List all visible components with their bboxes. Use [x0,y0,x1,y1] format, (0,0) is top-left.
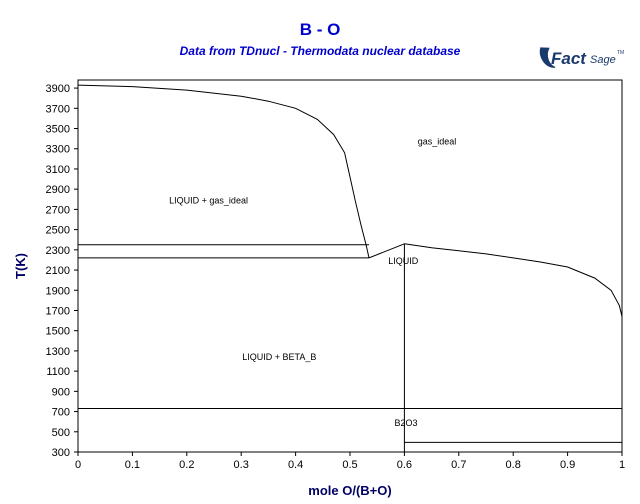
phase-boundary-line [368,243,405,259]
x-tick-label: 0.3 [234,459,249,471]
y-tick-label: 1900 [46,285,70,297]
y-tick-label: 1500 [46,326,70,338]
phase-label: LIQUID + gas_ideal [169,195,248,205]
x-tick-label: 0.5 [342,459,357,471]
chart-subtitle: Data from TDnucl - Thermodata nuclear da… [179,44,461,58]
y-tick-label: 3700 [46,103,70,115]
x-tick-label: 0.1 [125,459,140,471]
y-tick-label: 1700 [46,305,70,317]
y-tick-label: 2700 [46,204,70,216]
x-tick-label: 0.7 [451,459,466,471]
lines-layer [77,84,623,452]
chart-title: B - O [299,20,341,39]
y-tick-label: 2500 [46,225,70,237]
x-tick-label: 0.2 [179,459,194,471]
y-tick-label: 3100 [46,164,70,176]
phase-label: LIQUID + BETA_B [242,352,316,362]
plot-frame [77,79,623,453]
y-tick-label: 3900 [46,83,70,95]
y-tick-label: 700 [52,407,70,419]
phase-label: LIQUID [388,256,419,266]
x-tick-label: 1 [619,459,625,471]
y-tick-label: 2300 [46,245,70,257]
annotations-layer: gas_ideal LIQUID + gas_ideal LIQUID LIQUID … [169,137,456,429]
y-axis-label: T(K) [13,253,28,279]
phase-boundary-line [404,243,623,317]
y-tick-label: 500 [52,427,70,439]
ticks-layer: 0 0.1 0.2 0.3 0.4 0.5 0.6 0.7 0.8 0.9 130050070090… [46,83,626,471]
x-tick-label: 0.9 [560,459,575,471]
y-tick-label: 1300 [46,346,70,358]
x-tick-label: 0 [75,459,81,471]
logo-swirl-icon [539,47,556,68]
y-tick-label: 300 [52,447,70,459]
x-tick-label: 0.4 [288,459,303,471]
y-tick-label: 1100 [46,366,70,378]
y-tick-label: 3300 [46,144,70,156]
factsage-logo: Fact Sage TM [539,47,624,68]
logo-text-sage: Sage [590,54,616,66]
y-tick-label: 3500 [46,124,70,136]
x-tick-label: 0.6 [397,459,412,471]
x-tick-label: 0.8 [506,459,521,471]
phase-label: B2O3 [395,418,418,428]
y-tick-label: 2100 [46,265,70,277]
x-axis-label: mole O/(B+O) [308,483,391,498]
phase-boundary-line [77,84,370,259]
logo-tm: TM [617,50,624,56]
y-tick-label: 900 [52,386,70,398]
logo-text-fact: Fact [551,49,587,68]
y-tick-label: 2900 [46,184,70,196]
phase-label: gas_ideal [418,137,457,147]
